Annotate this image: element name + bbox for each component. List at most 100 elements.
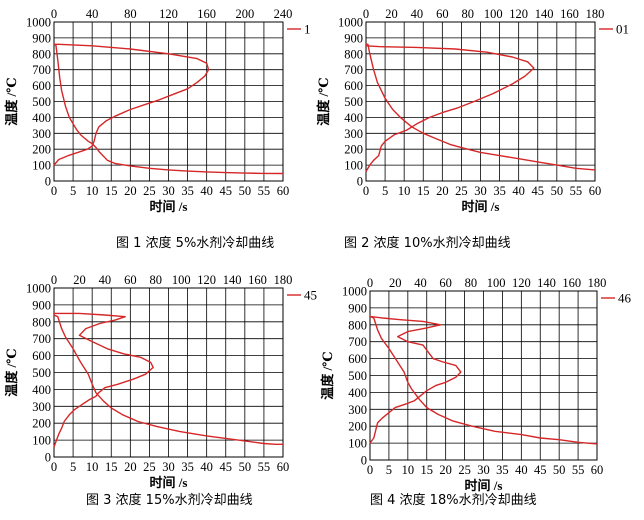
y-tick-label: 400 — [32, 383, 51, 397]
top-tick-label: 240 — [274, 7, 293, 21]
top-tick-label: 100 — [484, 7, 503, 21]
x-tick-label: 50 — [239, 460, 252, 474]
y-tick-label: 800 — [32, 47, 51, 61]
y-tick-label: 100 — [348, 437, 367, 451]
x-tick-label: 30 — [162, 460, 175, 474]
y-axis-label: 温度 /℃ — [4, 348, 19, 396]
x-tick-label: 20 — [124, 184, 137, 198]
x-tick-label: 35 — [181, 460, 194, 474]
x-tick-label: 5 — [70, 460, 76, 474]
y-tick-label: 500 — [32, 95, 51, 109]
plot-frame — [365, 21, 596, 182]
series-line-45-bottom — [53, 314, 283, 445]
top-tick-label: 0 — [367, 276, 373, 290]
y-axis-label: 温度 /℃ — [4, 77, 19, 125]
y-tick-label: 0 — [361, 454, 367, 468]
x-tick-label: 10 — [86, 184, 99, 198]
top-tick-label: 60 — [436, 7, 449, 21]
plot-frame — [369, 290, 598, 461]
x-tick-label: 35 — [493, 184, 506, 198]
y-tick-label: 300 — [32, 127, 51, 141]
x-tick-label: 10 — [402, 463, 415, 477]
top-tick-label: 200 — [235, 7, 254, 21]
top-tick-label: 120 — [197, 273, 216, 287]
x-tick-label: 40 — [512, 184, 525, 198]
y-tick-label: 1000 — [342, 285, 367, 299]
top-tick-label: 180 — [274, 273, 293, 287]
x-tick-label: 0 — [363, 184, 369, 198]
y-tick-label: 600 — [344, 79, 363, 93]
top-tick-label: 120 — [509, 7, 528, 21]
y-tick-label: 900 — [32, 31, 51, 45]
x-tick-label: 10 — [398, 184, 411, 198]
x-tick-label: 30 — [477, 463, 490, 477]
x-axis-label: 时间 /s — [462, 199, 500, 214]
x-tick-label: 55 — [258, 184, 271, 198]
figure-caption: 图 1 浓度 5%水剂冷却曲线 — [116, 235, 274, 251]
y-tick-label: 400 — [348, 386, 367, 400]
y-tick-label: 200 — [348, 420, 367, 434]
y-tick-label: 200 — [32, 143, 51, 157]
x-tick-label: 40 — [200, 460, 213, 474]
series-line-01-bottom — [366, 43, 596, 171]
chart-panel-1: 0 5 10 15 20 25 30 35 40 45 50 55 600100200300400500… — [4, 7, 311, 251]
x-tick-label: 5 — [386, 463, 392, 477]
x-tick-label: 30 — [474, 184, 487, 198]
x-tick-label: 35 — [181, 184, 194, 198]
legend-label: 46 — [618, 291, 632, 306]
y-tick-label: 800 — [32, 315, 51, 329]
x-tick-label: 20 — [124, 460, 137, 474]
x-tick-label: 0 — [51, 460, 57, 474]
top-tick-label: 160 — [560, 7, 579, 21]
x-tick-label: 60 — [589, 184, 602, 198]
y-tick-label: 700 — [348, 335, 367, 349]
series-line-46-top — [369, 315, 462, 444]
x-tick-label: 25 — [455, 184, 468, 198]
top-tick-label: 80 — [150, 273, 163, 287]
top-tick-label: 0 — [51, 273, 57, 287]
series-line-1-bottom — [53, 43, 284, 175]
x-axis-label: 时间 /s — [150, 475, 188, 490]
top-tick-label: 120 — [512, 276, 531, 290]
plot-frame — [53, 287, 284, 458]
x-tick-label: 60 — [277, 460, 290, 474]
top-tick-label: 160 — [248, 273, 267, 287]
x-tick-label: 15 — [105, 184, 118, 198]
y-axis-label: 温度 /℃ — [320, 351, 335, 399]
x-tick-label: 55 — [572, 463, 585, 477]
top-tick-label: 60 — [124, 273, 137, 287]
x-tick-label: 0 — [51, 184, 57, 198]
y-tick-label: 0 — [45, 451, 51, 465]
series-line-45-top — [53, 312, 154, 448]
x-tick-label: 15 — [105, 460, 118, 474]
y-tick-label: 1000 — [338, 16, 363, 30]
x-tick-label: 60 — [591, 463, 604, 477]
x-tick-label: 30 — [162, 184, 175, 198]
series-line-01-top — [365, 45, 535, 172]
y-tick-label: 100 — [32, 434, 51, 448]
chart-panel-4: 0 5 10 15 20 25 30 35 40 45 50 55 600100200300400500… — [320, 276, 632, 508]
y-tick-label: 200 — [32, 417, 51, 431]
top-tick-label: 80 — [124, 7, 137, 21]
x-tick-label: 40 — [515, 463, 528, 477]
x-tick-label: 25 — [143, 460, 156, 474]
x-tick-label: 50 — [553, 463, 566, 477]
y-tick-label: 100 — [32, 159, 51, 173]
x-tick-label: 50 — [239, 184, 252, 198]
top-tick-label: 20 — [73, 273, 86, 287]
x-tick-label: 35 — [496, 463, 509, 477]
y-tick-label: 600 — [32, 79, 51, 93]
x-tick-label: 10 — [86, 460, 99, 474]
y-tick-label: 900 — [32, 298, 51, 312]
y-tick-label: 300 — [32, 400, 51, 414]
top-tick-label: 180 — [588, 276, 607, 290]
x-tick-label: 40 — [200, 184, 213, 198]
top-tick-label: 0 — [363, 7, 369, 21]
chart-panel-3: 0 5 10 15 20 25 30 35 40 45 50 55 600100200300400500… — [4, 273, 317, 508]
x-axis-label: 时间 /s — [465, 478, 503, 493]
x-tick-label: 25 — [458, 463, 471, 477]
legend-label: 45 — [304, 288, 317, 303]
top-tick-label: 140 — [535, 7, 554, 21]
series-line-46-bottom — [369, 315, 598, 445]
